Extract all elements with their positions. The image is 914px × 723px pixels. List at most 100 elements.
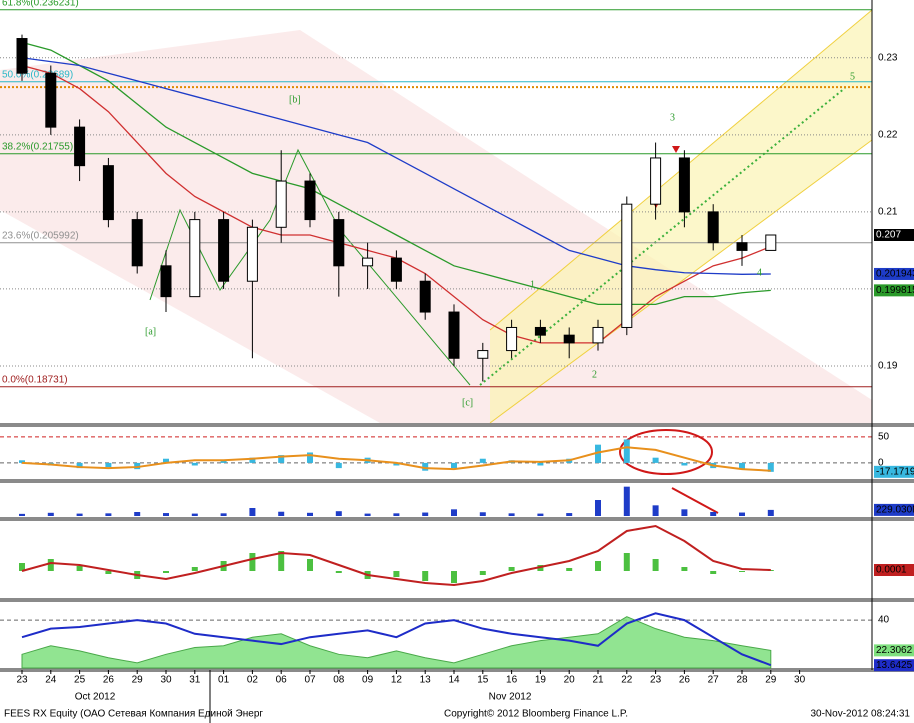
histogram-bar — [105, 571, 112, 574]
candle-body — [448, 311, 460, 359]
x-tick-label: 16 — [506, 675, 518, 686]
wave-label: [c] — [462, 397, 473, 408]
end-label-bg — [874, 644, 914, 657]
x-tick-label: 22 — [621, 675, 633, 686]
histogram-bar — [19, 460, 25, 463]
end-label: 0.199815 — [876, 285, 914, 296]
candle-body — [592, 326, 604, 344]
candle-body — [16, 38, 28, 74]
x-tick-label: 12 — [391, 675, 403, 686]
signal-arrow — [672, 146, 680, 153]
histogram-bar — [767, 509, 774, 516]
histogram-bar — [422, 512, 429, 516]
y-tick-label: 0.19 — [878, 361, 898, 372]
x-tick-label: 26 — [679, 675, 691, 686]
histogram-bar — [163, 571, 169, 573]
wave-label: 2 — [592, 369, 597, 380]
candle-body — [650, 157, 662, 205]
histogram-bar — [739, 462, 745, 470]
x-tick-label: 26 — [103, 675, 115, 686]
histogram-bar — [76, 566, 83, 571]
histogram-bar — [278, 551, 285, 571]
histogram-bar — [278, 511, 285, 516]
trend-line — [671, 487, 719, 514]
histogram-bar — [652, 505, 659, 516]
histogram-bar — [451, 509, 457, 516]
histogram-bar — [163, 458, 169, 463]
fib-label: 0.0%(0.18731) — [2, 374, 68, 385]
histogram-bar — [537, 462, 544, 466]
histogram-bar — [105, 462, 112, 468]
moving-average — [21, 41, 771, 305]
candle-body — [45, 72, 57, 128]
fib-label: 23.6%(0.205992) — [2, 230, 79, 241]
end-label-bg — [874, 564, 914, 576]
histogram-bar — [739, 571, 745, 572]
histogram-bar — [566, 568, 573, 571]
candle-body — [333, 219, 345, 267]
channel-midline — [479, 87, 846, 386]
histogram-bar — [19, 513, 25, 516]
candle-body — [275, 180, 287, 228]
up-channel — [490, 10, 872, 423]
x-tick-label: 24 — [45, 675, 57, 686]
x-tick-label: 13 — [420, 675, 432, 686]
histogram-bar — [393, 462, 400, 466]
histogram-bar — [47, 559, 54, 571]
histogram-bar — [393, 513, 400, 516]
histogram-bar — [508, 567, 515, 571]
end-label-bg — [874, 229, 914, 241]
x-tick-label: 25 — [74, 675, 86, 686]
histogram-bar — [479, 458, 486, 463]
histogram-bar — [335, 571, 342, 573]
histogram-bar — [307, 512, 313, 516]
candle-body — [131, 219, 143, 267]
histogram-bar — [307, 559, 313, 571]
histogram-bar — [335, 462, 342, 469]
histogram-bar — [76, 462, 83, 469]
end-label: -17.1719 — [876, 466, 914, 477]
histogram-bar — [422, 462, 429, 471]
x-tick-label: 29 — [765, 675, 777, 686]
x-tick-label: 21 — [592, 675, 604, 686]
x-tick-label: 27 — [708, 675, 720, 686]
y-tick-label: 40 — [878, 615, 890, 626]
x-tick-label: 20 — [564, 675, 576, 686]
down-channel — [0, 30, 872, 423]
candle-body — [678, 157, 690, 213]
histogram-bar — [422, 571, 429, 581]
candle-body — [362, 257, 374, 267]
histogram-bar — [134, 462, 141, 470]
candle-body — [621, 203, 633, 328]
x-tick-label: 15 — [477, 675, 489, 686]
histogram-bar — [191, 567, 198, 571]
histogram-bar — [278, 455, 285, 463]
moving-average — [21, 57, 771, 275]
indicator-line — [21, 524, 771, 587]
end-label: 0.207 — [876, 230, 901, 241]
fib-label: 50.0%(0.22689) — [2, 69, 73, 80]
histogram-bar — [652, 559, 659, 571]
indicator-line — [21, 612, 772, 667]
panel-separator — [0, 668, 914, 672]
footer-center: Copyright© 2012 Bloomberg Finance L.P. — [444, 709, 628, 720]
wave-label: 3 — [670, 112, 675, 123]
panel-separator — [0, 479, 914, 483]
candle-body — [736, 242, 748, 251]
histogram-bar — [623, 486, 630, 516]
histogram-bar — [191, 462, 198, 466]
candle-body — [563, 334, 575, 344]
histogram-bar — [479, 571, 486, 575]
candle-body — [390, 257, 402, 282]
histogram-bar — [364, 513, 371, 516]
panel-separator — [0, 517, 914, 521]
candle-body — [534, 326, 546, 336]
x-tick-label: 23 — [650, 675, 662, 686]
histogram-bar — [335, 511, 342, 516]
candle-body — [707, 211, 719, 244]
histogram-bar — [393, 571, 400, 577]
area — [21, 616, 772, 669]
y-tick-label: 50 — [878, 431, 890, 442]
end-label: 22.3062 — [876, 645, 913, 656]
end-label-bg — [874, 284, 914, 297]
